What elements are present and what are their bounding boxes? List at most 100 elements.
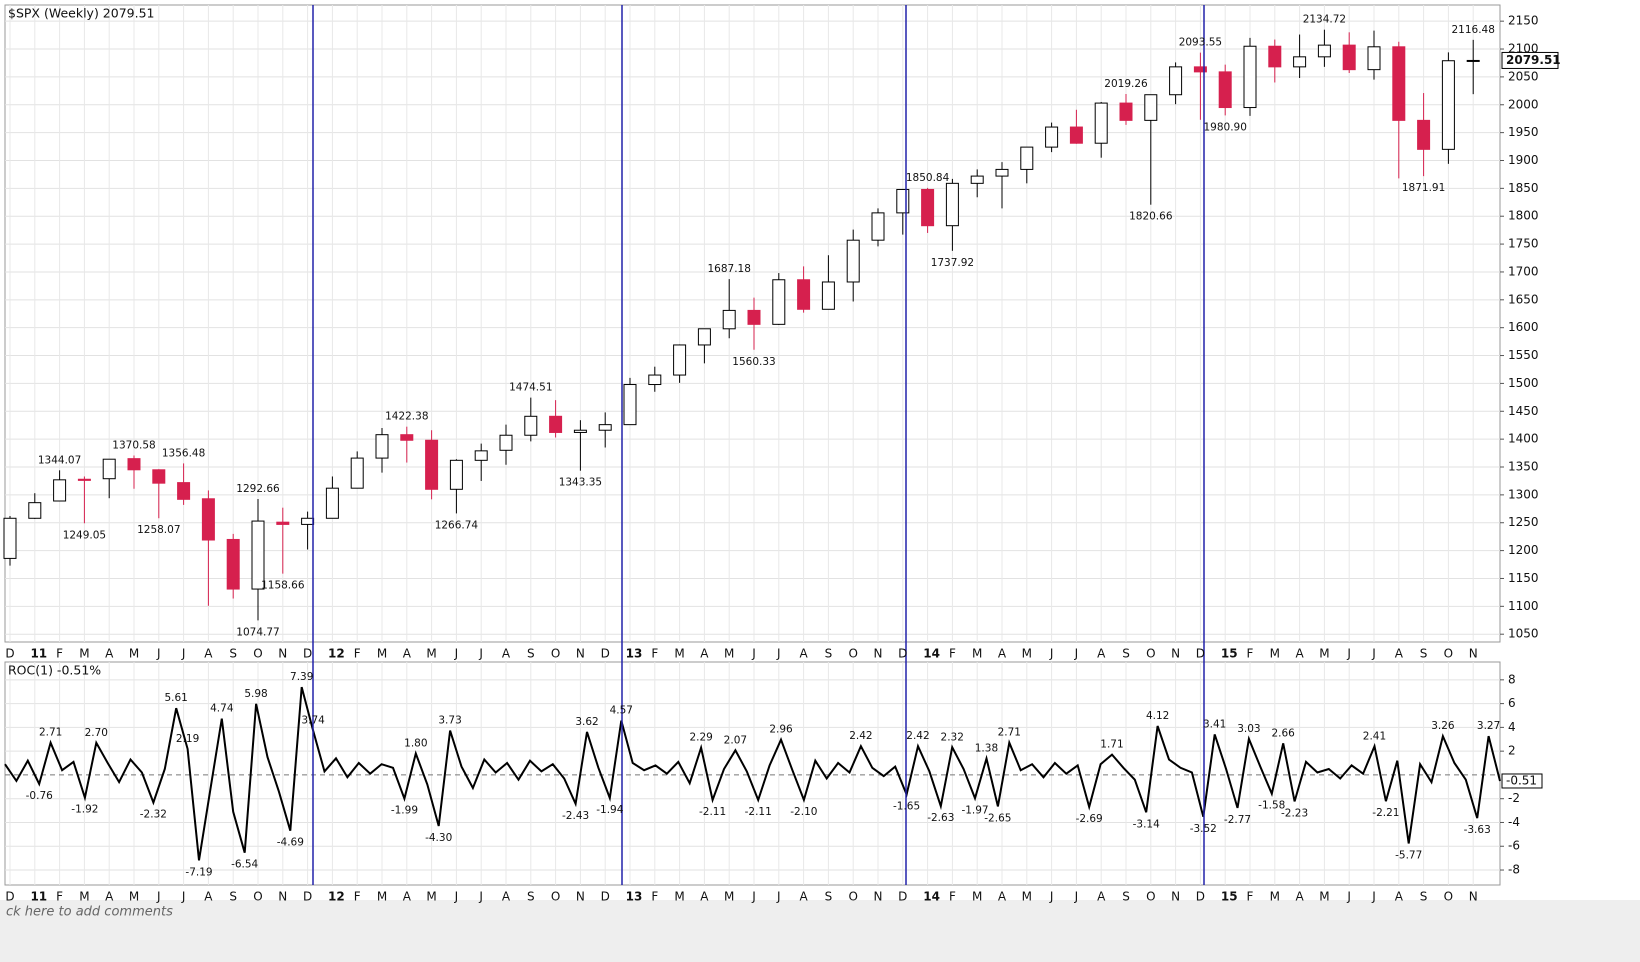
roc-annotation: -3.14	[1133, 818, 1160, 830]
candle-body	[747, 309, 761, 325]
x-tick-label: D	[1196, 890, 1205, 904]
x-tick-label: 11	[30, 890, 47, 904]
roc-annotation: -1.99	[391, 805, 418, 817]
x-tick-label: M	[426, 890, 436, 904]
y-tick-label: 4	[1508, 720, 1516, 734]
roc-annotation: 1.38	[975, 743, 998, 755]
y-tick-label: 1050	[1508, 627, 1539, 641]
roc-annotation: -2.32	[140, 809, 167, 821]
roc-annotation: 2.19	[176, 733, 199, 745]
y-tick-label: -8	[1508, 863, 1520, 877]
x-tick-label: M	[1270, 647, 1280, 661]
price-annotation: 1422.38	[385, 411, 428, 423]
y-tick-label: 1450	[1508, 404, 1539, 418]
price-annotation: 2116.48	[1451, 24, 1494, 36]
price-annotation: 1370.58	[112, 440, 155, 452]
price-annotation: 1871.91	[1402, 182, 1445, 194]
candle-body	[1317, 44, 1331, 58]
x-tick-label: F	[1247, 647, 1254, 661]
roc-annotation: 4.74	[210, 703, 234, 715]
x-tick-label: M	[972, 890, 982, 904]
roc-panel	[4, 661, 1501, 886]
roc-annotation: -3.52	[1190, 823, 1217, 835]
last-value-label: -0.51	[1506, 773, 1537, 787]
x-tick-label: D	[601, 647, 610, 661]
candle-body	[549, 415, 563, 433]
roc-annotation: 7.39	[290, 671, 313, 683]
y-tick-label: 1600	[1508, 320, 1539, 334]
candle-body	[722, 309, 736, 330]
roc-annotation: 5.98	[244, 688, 267, 700]
roc-annotation: -1.94	[596, 804, 623, 816]
roc-annotation: -2.77	[1224, 814, 1251, 826]
x-tick-label: D	[601, 890, 610, 904]
x-tick-label: F	[1247, 890, 1254, 904]
candle-body	[375, 434, 389, 459]
x-tick-label: A	[700, 890, 709, 904]
roc-annotation: 1.80	[404, 738, 427, 750]
candle-body	[1218, 71, 1232, 109]
x-tick-label: A	[105, 890, 114, 904]
candle-body	[1020, 146, 1034, 170]
candle-body	[251, 520, 265, 590]
x-tick-label: A	[1395, 890, 1404, 904]
x-tick-label: F	[651, 647, 658, 661]
roc-annotation: -1.65	[893, 801, 920, 813]
x-tick-label: A	[700, 647, 709, 661]
comment-link[interactable]: ck here to add comments	[6, 905, 173, 920]
price-annotation: 2019.26	[1104, 78, 1148, 90]
y-tick-label: 2	[1508, 744, 1516, 758]
x-tick-label: A	[1295, 890, 1304, 904]
y-tick-label: 1250	[1508, 515, 1539, 529]
roc-annotation: 2.42	[906, 730, 929, 742]
y-tick-label: 1500	[1508, 376, 1539, 390]
roc-annotation: 5.61	[164, 692, 187, 704]
roc-annotation: 2.70	[85, 727, 108, 739]
price-annotation: 1474.51	[509, 382, 552, 394]
candle-body	[1069, 126, 1083, 144]
candle-body	[1169, 66, 1183, 96]
x-tick-label: J	[776, 890, 781, 904]
candle-body	[921, 188, 935, 227]
candle-body	[28, 502, 42, 519]
y-tick-label: -6	[1508, 839, 1520, 853]
x-tick-label: J	[1074, 890, 1079, 904]
roc-annotation: -5.77	[1395, 850, 1422, 862]
x-tick-label: A	[1097, 890, 1106, 904]
price-annotation: 1687.18	[707, 263, 750, 275]
candle-body	[821, 281, 835, 310]
candle-body	[499, 434, 513, 451]
x-tick-label: M	[377, 647, 387, 661]
price-annotation: 1258.07	[137, 524, 180, 536]
roc-annotation: -2.10	[790, 806, 817, 818]
price-annotation: 1292.66	[236, 483, 280, 495]
x-tick-label: O	[848, 890, 857, 904]
x-tick-label: O	[551, 647, 560, 661]
x-tick-label: S	[1420, 647, 1428, 661]
roc-annotation: -2.21	[1372, 807, 1399, 819]
y-tick-label: 1550	[1508, 348, 1539, 362]
y-tick-label: 1300	[1508, 487, 1539, 501]
x-tick-label: 15	[1221, 890, 1238, 904]
x-tick-label: M	[1022, 890, 1032, 904]
price-annotation: 1820.66	[1129, 211, 1173, 223]
candle-body	[1293, 56, 1307, 68]
roc-annotation: 3.62	[575, 716, 598, 728]
x-tick-label: D	[303, 890, 312, 904]
x-tick-label: S	[1420, 890, 1428, 904]
x-tick-label: 15	[1221, 647, 1238, 661]
x-tick-label: O	[253, 890, 262, 904]
x-tick-label: M	[1270, 890, 1280, 904]
candle-body	[697, 328, 711, 346]
x-tick-label: N	[1469, 890, 1478, 904]
roc-annotation: -2.23	[1281, 807, 1308, 819]
candle-body	[276, 521, 290, 525]
roc-annotation: 3.03	[1237, 723, 1260, 735]
candle-body	[797, 279, 811, 310]
roc-annotation: -2.11	[699, 806, 726, 818]
candle-body	[3, 517, 17, 559]
x-tick-label: D	[303, 647, 312, 661]
x-tick-label: M	[377, 890, 387, 904]
y-tick-label: 1750	[1508, 237, 1539, 251]
